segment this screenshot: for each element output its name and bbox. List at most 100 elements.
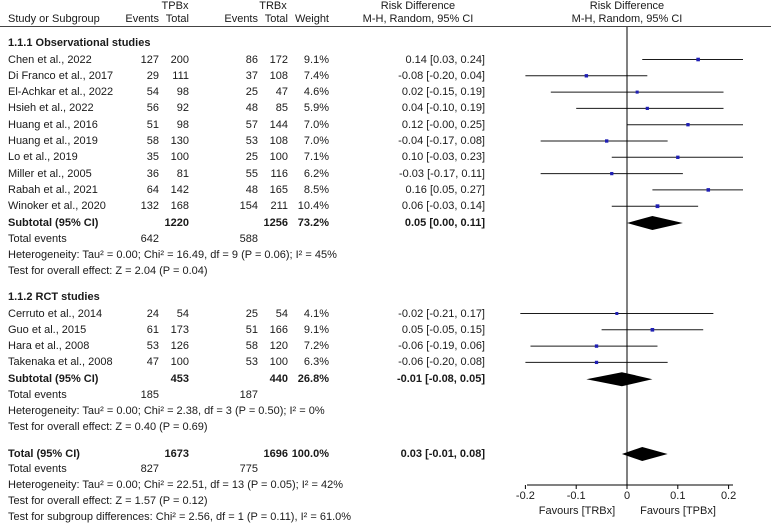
total2-cell: 47	[275, 86, 288, 99]
subgroup-title: 1.1.1 Observational studies	[8, 37, 151, 49]
total1-cell: 100	[170, 356, 189, 369]
total2-cell: 211	[270, 200, 288, 213]
total-ci: 0.03 [-0.01, 0.08]	[400, 448, 485, 460]
total-overall-effect: Test for overall effect: Z = 1.57 (P = 0…	[8, 495, 208, 507]
study-point	[676, 155, 680, 159]
study-point	[605, 139, 609, 143]
study-name: Hsieh et al., 2022	[8, 102, 94, 115]
events2-cell: 48	[245, 183, 258, 196]
ci-cell: 0.10 [-0.03, 0.23]	[401, 151, 485, 164]
overall-effect-text: Test for overall effect: Z = 0.40 (P = 0…	[8, 421, 208, 434]
total1-cell: 173	[170, 323, 189, 336]
total2-cell: 54	[275, 307, 288, 320]
events2-header: Events	[224, 13, 258, 25]
total2-cell: 172	[269, 53, 288, 66]
study-name: Cerruto et al., 2014	[8, 307, 103, 320]
study-point	[635, 90, 639, 94]
events1-cell: 64	[146, 183, 159, 196]
weight-cell: 4.1%	[303, 307, 329, 320]
total-total2: 1696	[263, 448, 288, 460]
total-diamond	[621, 447, 668, 461]
weight-cell: 4.6%	[303, 86, 329, 99]
favours-left: Favours [TRBx]	[538, 505, 616, 517]
total2-cell: 165	[269, 183, 288, 196]
study-point	[645, 106, 649, 111]
weight-cell: 7.2%	[303, 340, 329, 353]
subgroup-title: 1.1.2 RCT studies	[8, 291, 100, 303]
events2-cell: 37	[245, 69, 258, 82]
study-point	[594, 360, 599, 365]
group1-header: TPBx	[161, 0, 189, 12]
study-point	[706, 188, 711, 192]
plot-method: M-H, Random, 95% CI	[571, 13, 683, 25]
weight-cell: 5.9%	[303, 102, 329, 115]
total2-cell: 116	[270, 167, 288, 180]
total2-cell: 120	[269, 340, 288, 353]
study-point	[584, 74, 589, 78]
study-name: Chen et al., 2022	[8, 53, 92, 66]
events1-cell: 53	[146, 340, 159, 353]
subtotal-label: Subtotal (95% CI)	[8, 217, 99, 229]
study-name: Takenaka et al., 2008	[8, 356, 113, 369]
subtotal-label: Subtotal (95% CI)	[8, 373, 99, 386]
events2-cell: 58	[245, 340, 258, 353]
ci-cell: 0.16 [0.05, 0.27]	[405, 183, 485, 196]
total1-cell: 98	[176, 118, 189, 131]
ci-cell: 0.02 [-0.15, 0.19]	[401, 86, 485, 99]
weight-cell: 10.4%	[297, 200, 329, 213]
weight-cell: 7.0%	[303, 118, 329, 131]
total-events-label: Total events	[8, 463, 67, 475]
total2-cell: 85	[275, 102, 288, 115]
study-name: Miller et al., 2005	[8, 167, 92, 180]
weight-cell: 8.5%	[303, 183, 329, 196]
subtotal-total2: 1256	[263, 217, 288, 229]
total2-cell: 100	[269, 151, 288, 164]
events2-cell: 25	[245, 151, 258, 164]
plot-title: Risk Difference	[589, 0, 665, 12]
favours-right: Favours [TPBx]	[640, 505, 716, 517]
events2-cell: 51	[245, 323, 258, 336]
total2-cell: 144	[269, 118, 288, 131]
events1-header: Events	[125, 13, 159, 25]
weight-cell: 7.4%	[303, 69, 329, 82]
total1-cell: 168	[170, 200, 189, 213]
ci-cell: -0.06 [-0.20, 0.08]	[398, 356, 485, 369]
x-tick-label: -0.2	[515, 490, 535, 502]
events1-cell: 36	[146, 167, 159, 180]
subtotal-weight: 26.8%	[297, 373, 329, 386]
events1-cell: 35	[146, 151, 159, 164]
ci-cell: -0.03 [-0.17, 0.11]	[398, 167, 485, 180]
total1-cell: 100	[170, 151, 189, 164]
total-events1: 642	[140, 233, 159, 245]
events2-cell: 57	[245, 118, 258, 131]
total-events2: 775	[239, 463, 258, 475]
events1-cell: 29	[146, 69, 159, 82]
total1-header: Total	[165, 13, 189, 25]
x-tick-label: -0.1	[566, 490, 586, 502]
ci-cell: -0.08 [-0.20, 0.04]	[398, 69, 485, 82]
events1-cell: 58	[146, 135, 159, 147]
subtotal-ci: 0.05 [0.00, 0.11]	[404, 217, 485, 229]
ci-cell: -0.02 [-0.21, 0.17]	[398, 307, 485, 320]
events1-cell: 51	[146, 118, 159, 131]
total-events-label: Total events	[8, 389, 67, 402]
total-heterogeneity: Heterogeneity: Tau² = 0.00; Chi² = 22.51…	[8, 479, 343, 491]
study-point	[594, 344, 599, 348]
total-events1: 185	[140, 389, 159, 402]
total1-cell: 81	[176, 167, 189, 180]
study-point	[686, 123, 690, 127]
ci-cell: 0.14 [0.03, 0.24]	[405, 53, 485, 66]
total1-cell: 126	[170, 340, 189, 353]
ci-cell: -0.04 [-0.17, 0.08]	[398, 135, 485, 147]
x-tick-label: 0.1	[670, 490, 686, 502]
study-name: Hara et al., 2008	[8, 340, 90, 353]
subtotal-ci: -0.01 [-0.08, 0.05]	[396, 373, 485, 386]
study-name: Winoker et al., 2020	[8, 200, 106, 213]
events2-cell: 53	[245, 135, 258, 147]
total1-cell: 130	[170, 135, 189, 147]
ci-cell: 0.06 [-0.03, 0.14]	[401, 200, 485, 213]
subtotal-total2: 440	[269, 373, 288, 386]
subtotal-diamond	[627, 216, 683, 230]
